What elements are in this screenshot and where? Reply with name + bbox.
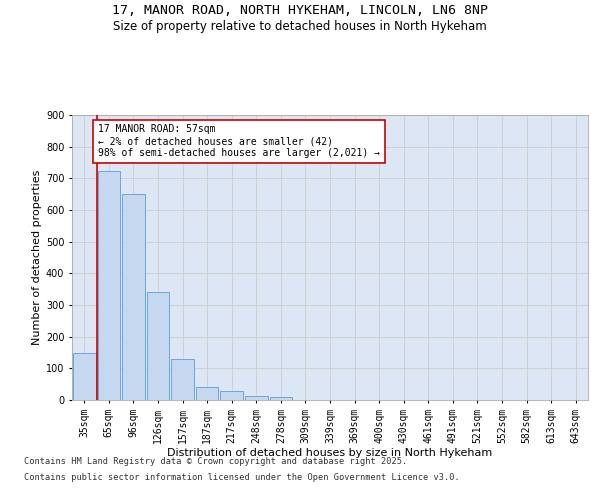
Bar <box>269 398 292 400</box>
Text: 17 MANOR ROAD: 57sqm
← 2% of detached houses are smaller (42)
98% of semi-detach: 17 MANOR ROAD: 57sqm ← 2% of detached ho… <box>98 124 380 158</box>
Bar <box>196 388 218 400</box>
Bar <box>122 194 145 400</box>
Bar <box>146 292 169 400</box>
Bar <box>73 352 95 400</box>
Bar <box>171 359 194 400</box>
Bar <box>220 390 243 400</box>
Bar <box>98 171 120 400</box>
Bar <box>245 396 268 400</box>
Text: 17, MANOR ROAD, NORTH HYKEHAM, LINCOLN, LN6 8NP: 17, MANOR ROAD, NORTH HYKEHAM, LINCOLN, … <box>112 4 488 17</box>
Y-axis label: Number of detached properties: Number of detached properties <box>32 170 41 345</box>
Text: Size of property relative to detached houses in North Hykeham: Size of property relative to detached ho… <box>113 20 487 33</box>
Text: Contains HM Land Registry data © Crown copyright and database right 2025.: Contains HM Land Registry data © Crown c… <box>24 458 407 466</box>
X-axis label: Distribution of detached houses by size in North Hykeham: Distribution of detached houses by size … <box>167 448 493 458</box>
Text: Contains public sector information licensed under the Open Government Licence v3: Contains public sector information licen… <box>24 472 460 482</box>
